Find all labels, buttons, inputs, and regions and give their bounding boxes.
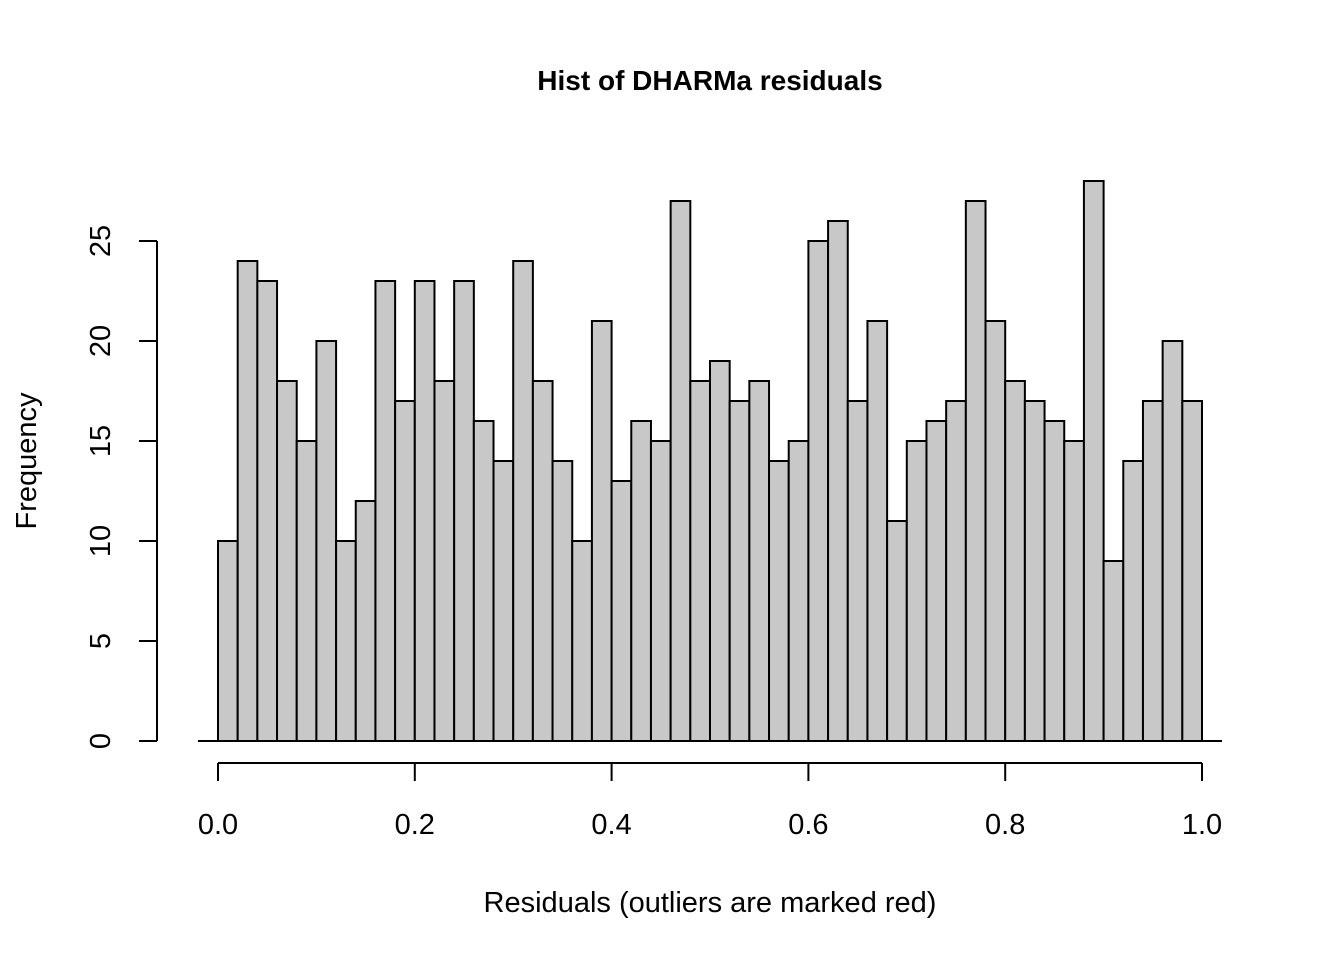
x-tick-label: 1.0 (1182, 809, 1222, 841)
y-tick-label: 5 (85, 633, 117, 649)
histogram-bar (866, 320, 889, 742)
histogram-bar (374, 280, 397, 742)
histogram-bar (394, 400, 416, 742)
histogram-bar (1161, 340, 1184, 742)
histogram-bar (709, 360, 731, 742)
histogram-bar (649, 440, 672, 742)
histogram-bar (512, 260, 534, 742)
histogram-bar (335, 540, 357, 742)
histogram-bar (886, 520, 908, 742)
y-axis: 0 5 10 15 20 25 (85, 225, 158, 749)
histogram-bar (610, 480, 633, 742)
chart-title: Hist of DHARMa residuals (537, 65, 882, 96)
histogram-bar (590, 320, 613, 742)
histogram-bar (453, 280, 475, 742)
y-tick-label: 0 (85, 733, 117, 749)
histogram-bar (1122, 460, 1144, 742)
histogram-bar (1023, 400, 1046, 742)
histogram-bar (256, 280, 279, 742)
histogram-bar (531, 380, 554, 742)
histogram-bar (787, 440, 810, 742)
histogram-bar (964, 200, 987, 742)
x-tick-label: 0.2 (395, 809, 435, 841)
histogram-bar (1004, 380, 1026, 742)
x-axis-label: Residuals (outliers are marked red) (484, 887, 937, 919)
histogram-bar (492, 460, 515, 742)
histogram-bar (1181, 400, 1203, 742)
histogram-bar (984, 320, 1007, 742)
histogram-bar (551, 460, 574, 742)
x-tick-label: 0.8 (985, 809, 1025, 841)
histogram-bar (354, 500, 377, 742)
histogram-bar (1141, 400, 1164, 742)
histogram-bar (827, 220, 849, 742)
histogram-bar (1063, 440, 1085, 742)
histogram-bar (669, 200, 692, 742)
histogram-bar (295, 440, 318, 742)
histogram-bar (1102, 560, 1125, 742)
histogram-bar (905, 440, 928, 742)
y-tick-label: 20 (85, 325, 117, 357)
histogram-bar (217, 540, 239, 742)
histogram-bar (748, 380, 771, 742)
histogram-bar (315, 340, 338, 742)
x-tick-label: 0.4 (591, 809, 631, 841)
y-tick-label: 25 (85, 225, 117, 257)
histogram-bar (433, 380, 456, 742)
histogram-bar (807, 240, 830, 742)
y-tick-label: 15 (85, 425, 117, 457)
bars-group (217, 180, 1203, 742)
histogram-bar (768, 460, 790, 742)
histogram-bar (1082, 180, 1105, 742)
histogram-bar (236, 260, 259, 742)
x-tick-label: 0.6 (788, 809, 828, 841)
histogram-bar (728, 400, 751, 742)
histogram-bar (276, 380, 298, 742)
histogram-bar (630, 420, 652, 742)
histogram-bar (413, 280, 436, 742)
histogram-bar (689, 380, 712, 742)
histogram-bar (571, 540, 593, 742)
x-tick-label: 0.0 (198, 809, 238, 841)
x-axis: 0.0 0.2 0.4 0.6 0.8 1.0 (198, 762, 1222, 841)
histogram-bar (1043, 420, 1066, 742)
histogram-bar (925, 420, 948, 742)
y-axis-label: Frequency (11, 392, 43, 530)
histogram-bar (945, 400, 967, 742)
histogram-bar (846, 400, 869, 742)
histogram-bar (472, 420, 495, 742)
y-tick-label: 10 (85, 525, 117, 557)
